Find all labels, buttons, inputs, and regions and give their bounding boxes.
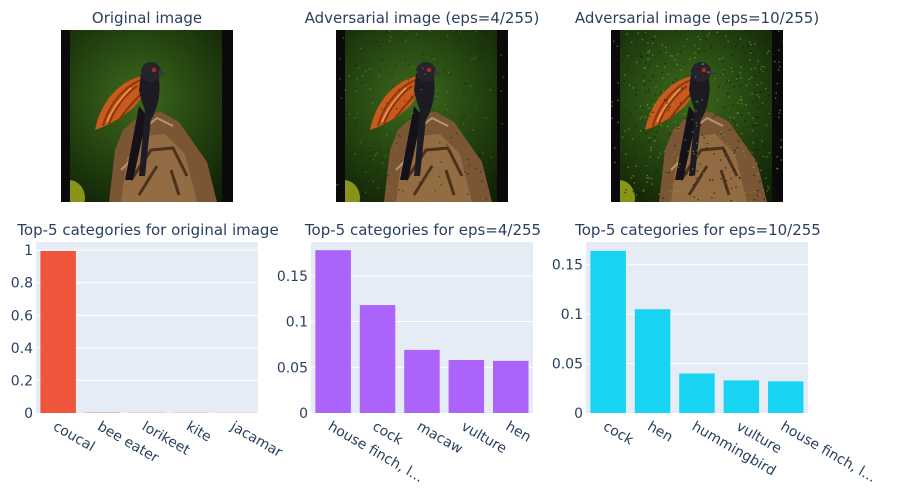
bar-coucal: [40, 251, 76, 413]
image-title-eps10: Adversarial image (eps=10/255): [574, 9, 820, 27]
y-tick-label: 0.15: [277, 269, 308, 285]
y-tick-label: 0.8: [11, 276, 33, 292]
bar-hen: [634, 309, 671, 413]
x-tick-label: coucal: [50, 419, 97, 456]
x-tick-label: cock: [600, 419, 637, 449]
y-tick-label: 0.6: [11, 308, 33, 324]
image-title-original: Original image: [91, 9, 203, 27]
x-tick-label: hen: [645, 419, 676, 446]
y-tick-label: 0.1: [286, 315, 308, 331]
y-tick-label: 0: [299, 406, 308, 422]
y-tick-label: 0.05: [552, 357, 583, 373]
adversarial-bird-image-eps10: [611, 30, 783, 202]
bar-cock: [590, 250, 626, 413]
y-tick-label: 1: [24, 243, 33, 259]
chart-title: Top-5 categories for eps=4/255: [304, 221, 541, 239]
y-tick-label: 0: [574, 406, 583, 422]
bar-hummingbird: [679, 373, 715, 413]
bar-vulture: [723, 380, 760, 413]
image-title-eps4: Adversarial image (eps=4/255): [304, 9, 540, 27]
chart-title: Top-5 categories for original image: [16, 221, 278, 239]
x-tick-label: jacamar: [227, 418, 285, 461]
y-tick-label: 0.2: [11, 373, 33, 389]
x-tick-label: vulture: [458, 419, 509, 458]
y-tick-label: 0.15: [552, 258, 583, 274]
bar-hen: [493, 360, 529, 413]
bar-macaw: [404, 349, 440, 413]
y-tick-label: 0.05: [277, 360, 308, 376]
chart-2: Top-5 categories for eps=10/255 0 0.05 0.1 0…: [552, 221, 879, 486]
original-bird-image: [61, 30, 233, 202]
bar-house-finch-l-: [768, 381, 804, 413]
chart-0: Top-5 categories for original image 0 0.2 0…: [11, 221, 285, 466]
chart-1: Top-5 categories for eps=4/255 0 0.05 0.1 0.…: [277, 221, 541, 486]
y-tick-label: 0.1: [561, 307, 583, 323]
bar-house-finch-l-: [315, 250, 351, 413]
y-tick-label: 0.4: [11, 341, 33, 357]
y-tick-label: 0: [24, 406, 33, 422]
bar-cock: [359, 305, 396, 413]
bar-vulture: [448, 360, 485, 413]
x-tick-label: house finch, l...: [778, 419, 879, 486]
x-tick-label: macaw: [414, 419, 465, 458]
chart-title: Top-5 categories for eps=10/255: [574, 221, 821, 239]
adversarial-bird-image-eps4: [336, 30, 508, 202]
